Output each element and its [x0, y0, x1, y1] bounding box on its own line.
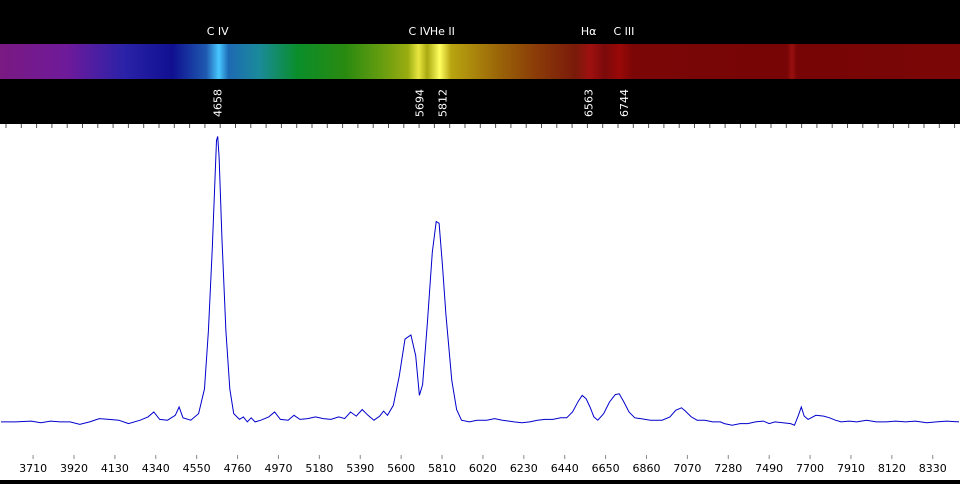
- x-tick-label: 5600: [387, 462, 415, 475]
- line-wavelength-label: 5694: [413, 89, 426, 117]
- x-tick-label: 4130: [101, 462, 129, 475]
- x-tick-label: 5390: [346, 462, 374, 475]
- spectrum-band: [0, 44, 960, 79]
- x-axis: 3710 3920 4130 4340 4550 4760 4970 5180 5390 5600…: [19, 455, 947, 475]
- x-tick-label: 7490: [755, 462, 783, 475]
- x-tick-label: 7700: [796, 462, 824, 475]
- line-wavelength-label: 6744: [618, 89, 631, 117]
- x-tick-label: 6230: [510, 462, 538, 475]
- x-tick-label: 6860: [632, 462, 660, 475]
- top-ruler: [5, 124, 956, 128]
- spectrum-trace: [1, 136, 960, 426]
- x-tick-label: 6440: [551, 462, 579, 475]
- x-tick-label: 5180: [305, 462, 333, 475]
- x-tick-label: 6650: [592, 462, 620, 475]
- x-tick-label: 7070: [673, 462, 701, 475]
- line-name-label: C IV: [408, 25, 430, 38]
- x-tick-label: 8330: [919, 462, 947, 475]
- line-name-label: Hα: [581, 25, 597, 38]
- x-tick-label: 3920: [60, 462, 88, 475]
- x-tick-label: 6020: [469, 462, 497, 475]
- x-tick-label: 7910: [837, 462, 865, 475]
- x-tick-label: 4760: [224, 462, 252, 475]
- x-tick-label: 4550: [183, 462, 211, 475]
- line-wavelength-label: 6563: [583, 89, 596, 117]
- line-name-label: C III: [613, 25, 634, 38]
- plot-area: [0, 124, 960, 480]
- line-name-label: He II: [430, 25, 455, 38]
- line-wavelength-label: 4658: [212, 89, 225, 117]
- x-tick-label: 8120: [878, 462, 906, 475]
- x-tick-label: 3710: [19, 462, 47, 475]
- x-tick-label: 4340: [142, 462, 170, 475]
- line-wavelength-label: 5812: [436, 89, 449, 117]
- line-name-label: C IV: [207, 25, 229, 38]
- x-tick-label: 5810: [428, 462, 456, 475]
- x-tick-label: 4970: [264, 462, 292, 475]
- line-identifications: C IV 4658 C IV 5694 He II 5812 Hα 6563 C III 6744: [207, 25, 635, 117]
- x-tick-label: 7280: [714, 462, 742, 475]
